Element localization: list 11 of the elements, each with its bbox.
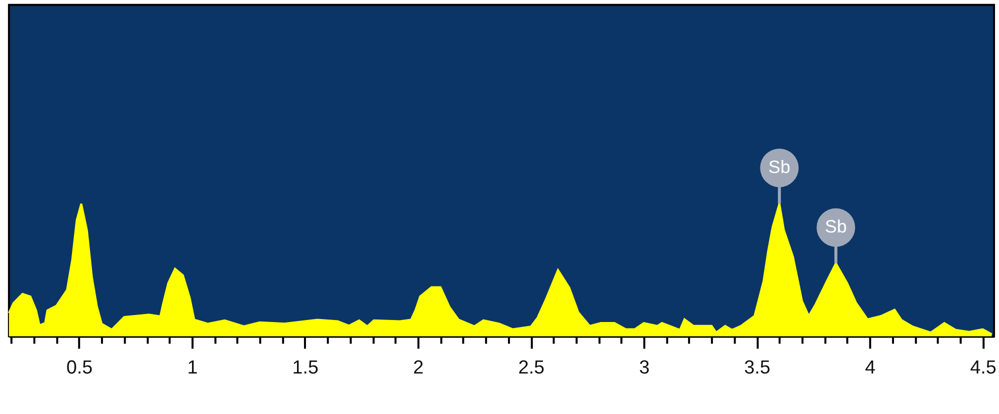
x-tick-label: 4.5 <box>970 358 996 379</box>
annotation: Sb <box>824 216 847 237</box>
x-tick-label: 2.5 <box>518 358 544 379</box>
x-tick-label: 3 <box>639 358 650 379</box>
x-tick-label: 4 <box>865 358 876 379</box>
x-tick-label: 0.5 <box>66 358 93 379</box>
x-tick-label: 3.5 <box>744 358 770 379</box>
x-tick-label: 1 <box>187 358 198 379</box>
x-tick-label: 2 <box>413 358 424 379</box>
x-tick-label: 1.5 <box>292 358 319 379</box>
annotation: Sb <box>768 156 790 177</box>
